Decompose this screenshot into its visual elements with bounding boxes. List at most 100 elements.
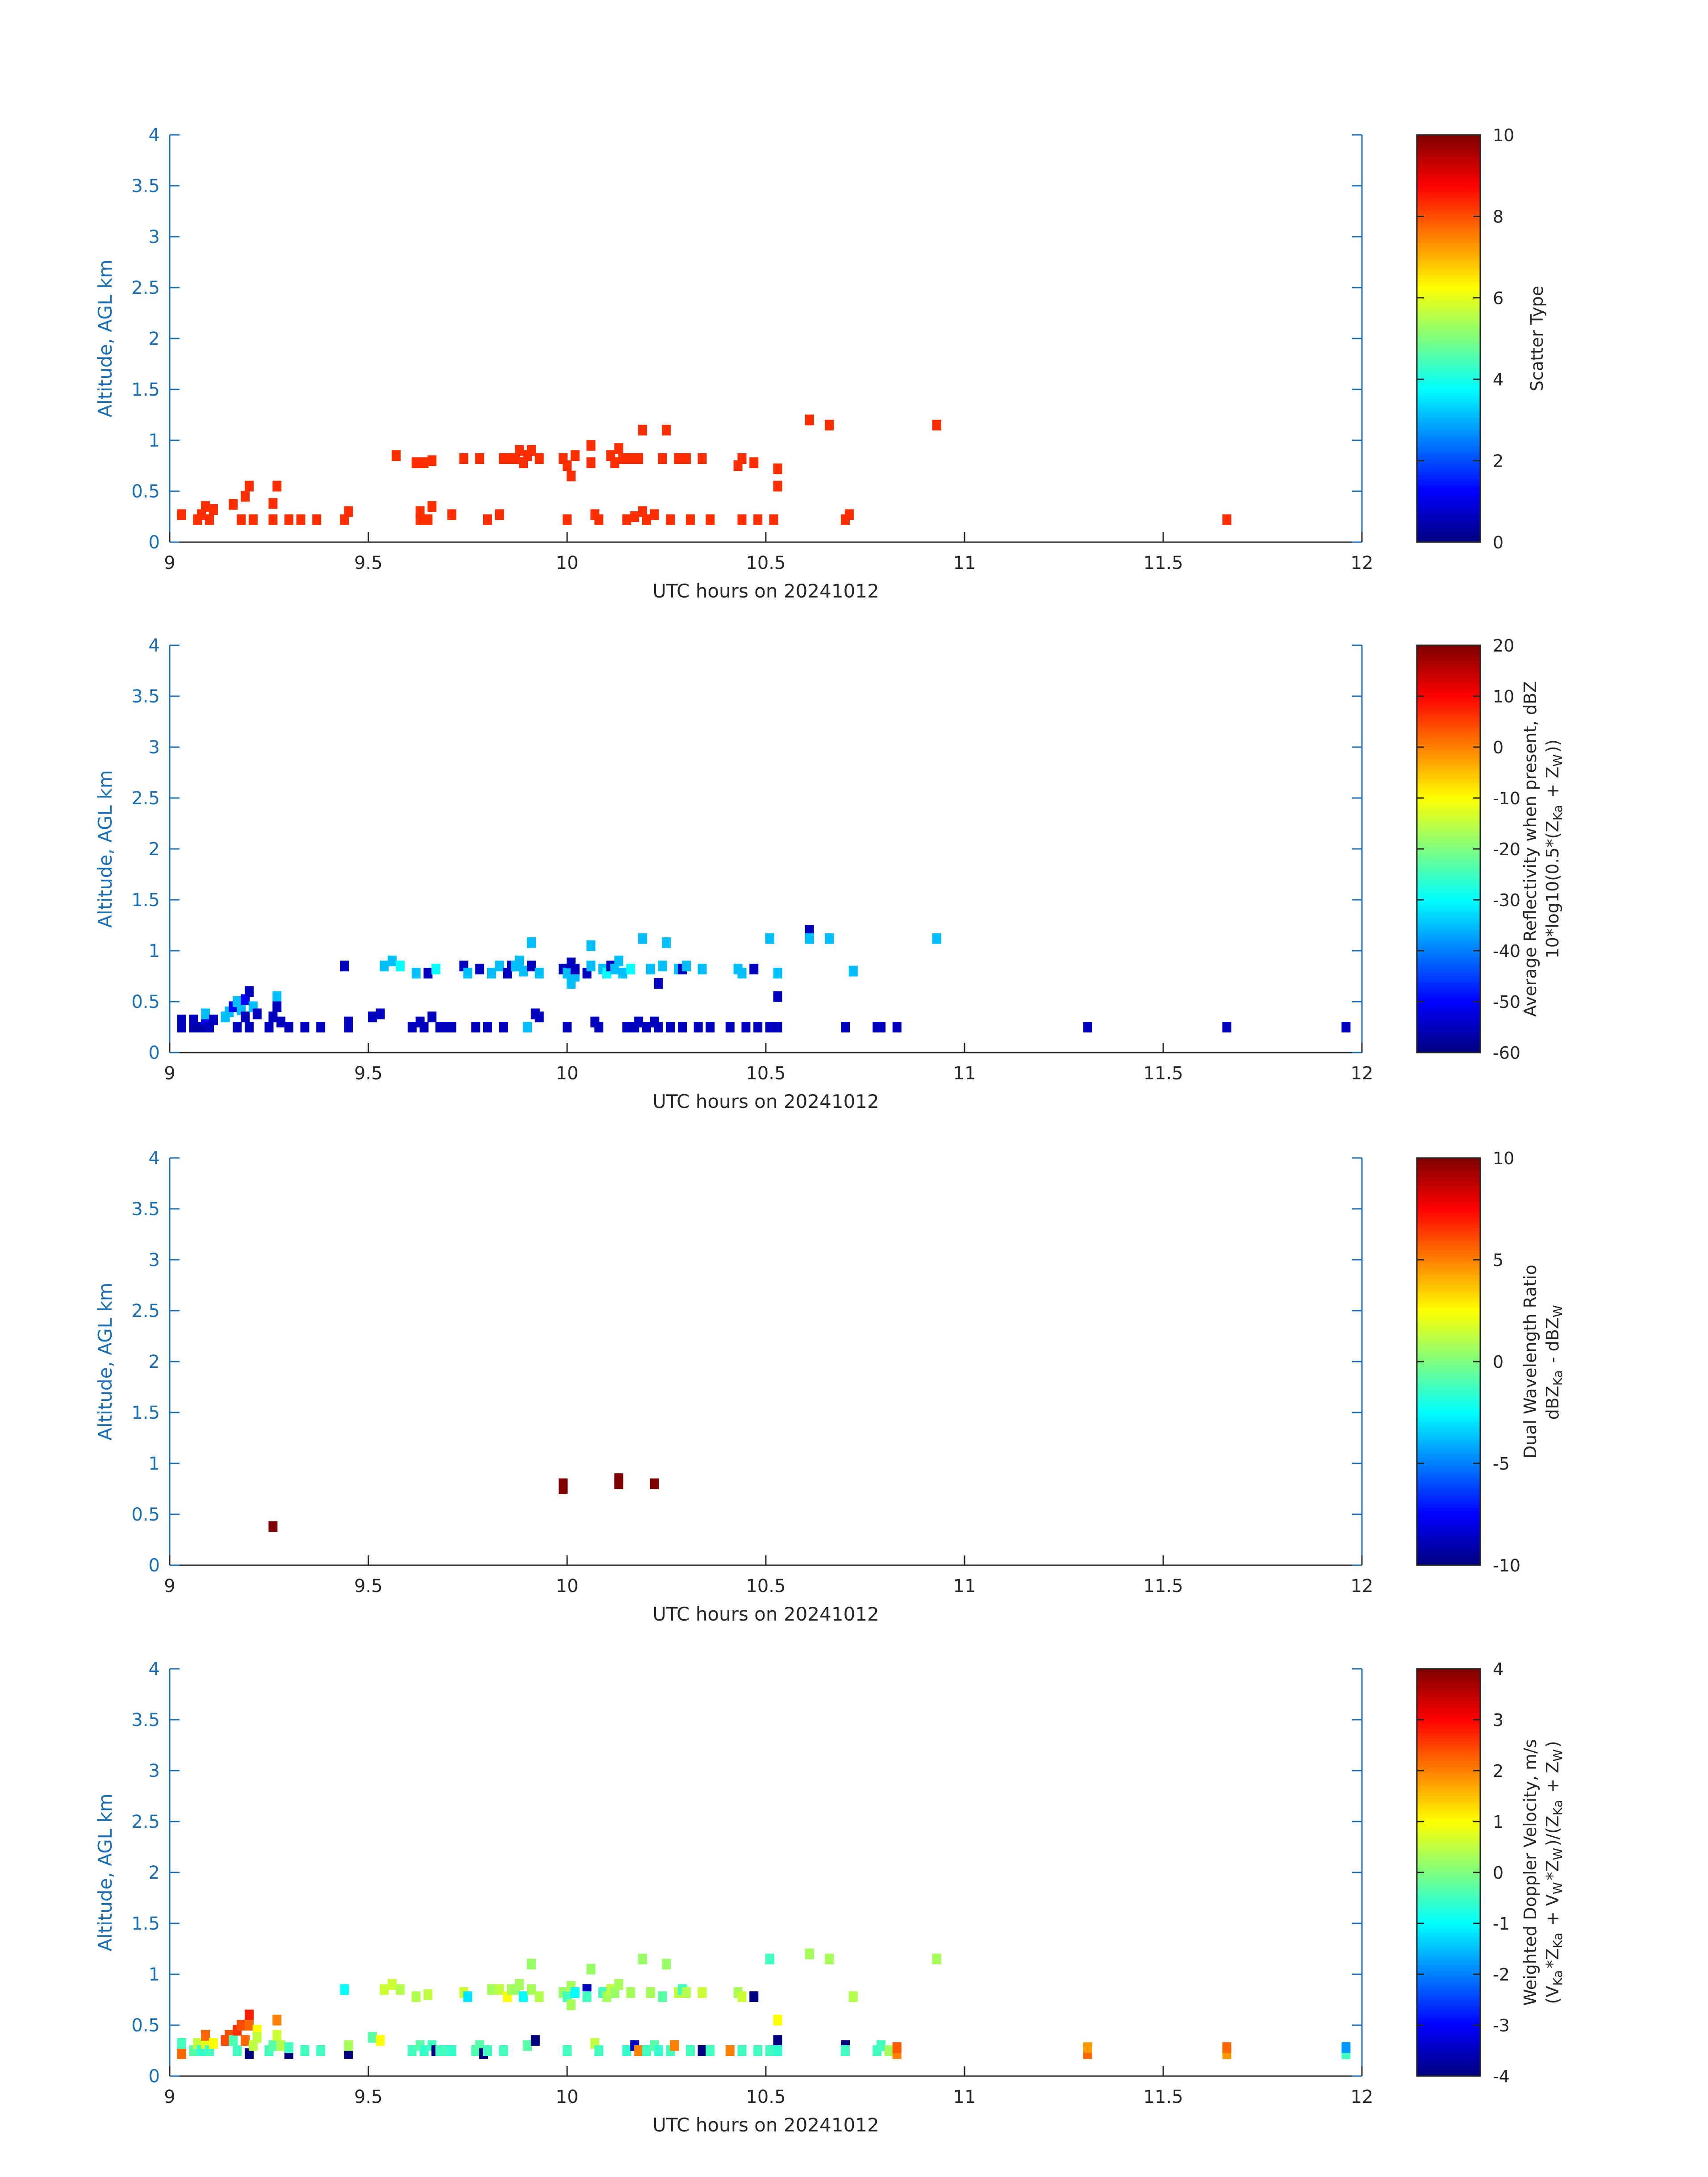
colorbar-segment [1417, 332, 1480, 336]
colorbar-segment [1417, 671, 1480, 674]
heatmap-cell [662, 1959, 671, 1970]
colorbar-segment [1417, 1473, 1480, 1477]
heatmap-cell [638, 425, 647, 436]
heatmap-cell [268, 514, 278, 525]
heatmap-cell [523, 2040, 532, 2051]
y-tick-label: 2 [149, 1863, 160, 1883]
colorbar-segment [1417, 1917, 1480, 1921]
heatmap-cell [638, 1953, 647, 1964]
colorbar-segment [1417, 954, 1480, 958]
heatmap-cell [658, 961, 667, 972]
colorbar-segment [1417, 1304, 1480, 1308]
heatmap-cell [427, 455, 437, 466]
x-tick-label: 12 [1351, 1063, 1374, 1084]
heatmap-cell [415, 514, 425, 525]
colorbar-segment [1417, 535, 1480, 539]
heatmap-cell [1222, 514, 1232, 525]
heatmap-cell [392, 450, 401, 461]
colorbar-segment [1417, 1990, 1480, 1994]
colorbar-segment [1417, 989, 1480, 993]
colorbar-segment [1417, 652, 1480, 656]
colorbar-segment [1417, 1543, 1480, 1547]
colorbar-segment [1417, 488, 1480, 492]
heatmap-cell [396, 961, 405, 972]
colorbar-segment [1417, 1412, 1480, 1416]
colorbar-segment [1417, 1416, 1480, 1420]
colorbar-segment [1417, 1450, 1480, 1454]
heatmap-cell [1083, 1022, 1092, 1032]
colorbar-segment [1417, 2063, 1480, 2067]
colorbar-segment [1417, 427, 1480, 431]
colorbar-segment [1417, 316, 1480, 320]
colorbar-segment [1417, 243, 1480, 247]
heatmap-cell [932, 933, 941, 944]
heatmap-cell [749, 964, 759, 974]
heatmap-cell [622, 514, 631, 525]
colorbar-segment [1417, 485, 1480, 489]
heatmap-cell [423, 968, 433, 979]
colorbar-segment [1417, 147, 1480, 151]
colorbar-segment [1417, 1167, 1480, 1171]
y-axis-label: Altitude, AGL km [94, 259, 116, 417]
colorbar-segment [1417, 1170, 1480, 1174]
colorbar-segment [1417, 890, 1480, 894]
heatmap-cell [586, 1964, 596, 1975]
heatmap-cell [1222, 2042, 1232, 2053]
colorbar-segment [1417, 408, 1480, 412]
colorbar-segment [1417, 1024, 1480, 1028]
heatmap-cell [248, 2040, 258, 2051]
heatmap-cell [316, 2045, 326, 2056]
colorbar-segment [1417, 706, 1480, 710]
colorbar-segment [1417, 459, 1480, 463]
x-tick-label: 12 [1351, 553, 1374, 573]
colorbar-segment [1417, 1996, 1480, 2000]
colorbar-segment [1417, 1968, 1480, 1972]
colorbar-segment [1417, 1396, 1480, 1400]
heatmap-cell [419, 1022, 429, 1032]
colorbar-segment [1417, 1955, 1480, 1959]
colorbar-segment [1417, 1942, 1480, 1946]
colorbar-segment [1417, 1298, 1480, 1302]
x-tick-label: 11.5 [1143, 553, 1183, 573]
colorbar-segment [1417, 849, 1480, 852]
heatmap-cell [654, 1022, 663, 1032]
heatmap-cell [741, 1022, 751, 1032]
heatmap-cell [388, 955, 397, 966]
colorbar-segment [1417, 1352, 1480, 1356]
heatmap-cell [272, 2030, 282, 2041]
x-tick-label: 9 [164, 553, 175, 573]
heatmap-cell [447, 1022, 456, 1032]
heatmap-cell [892, 1022, 902, 1032]
colorbar-segment [1417, 157, 1480, 161]
colorbar-segment [1417, 1400, 1480, 1404]
colorbar-segment [1417, 370, 1480, 374]
heatmap-cell [431, 964, 441, 974]
heatmap-cell [284, 1022, 293, 1032]
colorbar-segment [1417, 1961, 1480, 1965]
colorbar-segment [1417, 1380, 1480, 1384]
colorbar-segment [1417, 1027, 1480, 1031]
colorbar-segment [1417, 941, 1480, 945]
heatmap-cell [177, 2048, 186, 2059]
colorbar-tick-label: 0 [1493, 533, 1503, 552]
colorbar-segment [1417, 1253, 1480, 1257]
colorbar-tick-label: 4 [1493, 370, 1503, 389]
colorbar-segment [1417, 1040, 1480, 1044]
colorbar-label-formula: (VKa *ZKa + VW *ZW )/(ZKa + ZW ) [1543, 1741, 1565, 2004]
heatmap-cell [622, 1022, 631, 1032]
colorbar-segment [1417, 731, 1480, 735]
colorbar-segment [1417, 811, 1480, 815]
colorbar-segment [1417, 138, 1480, 142]
heatmap-cell [662, 937, 671, 948]
y-tick-label: 1.5 [131, 380, 160, 400]
colorbar-segment [1417, 884, 1480, 888]
heatmap-cell [276, 1016, 286, 1028]
colorbar-segment [1417, 440, 1480, 444]
y-tick-label: 0.5 [131, 992, 160, 1012]
colorbar-segment [1417, 1434, 1480, 1438]
heatmap-cell [209, 2038, 218, 2049]
colorbar-segment [1417, 195, 1480, 199]
colorbar-tick-label: 8 [1493, 207, 1503, 226]
x-tick-label: 11 [953, 1063, 976, 1084]
colorbar-segment [1417, 2006, 1480, 2010]
